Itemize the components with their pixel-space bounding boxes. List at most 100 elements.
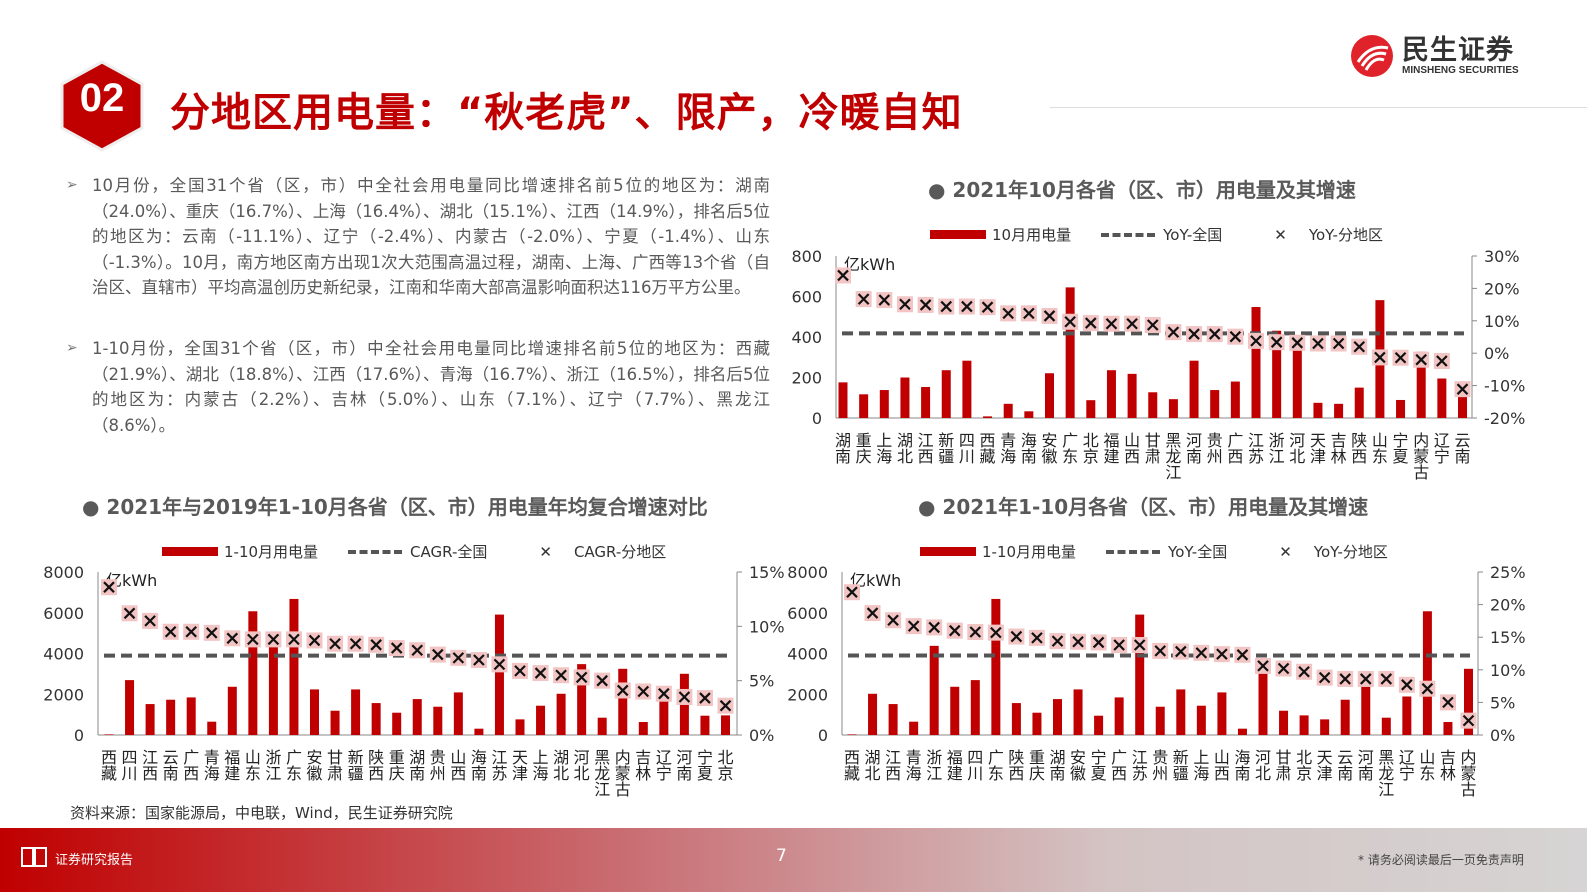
chart3-x-tick-label: 山: [1214, 748, 1230, 767]
chart2-y-tick-label: 4000: [43, 645, 84, 664]
chart2-marker: [555, 669, 567, 682]
chart2-bar: [700, 715, 710, 735]
chart1-bar: [1086, 400, 1096, 418]
chart2-marker: [205, 627, 218, 639]
chart1-marker: [1023, 307, 1035, 320]
chart1-marker: [981, 301, 994, 313]
chart1-bar: [1106, 370, 1116, 418]
chart3-bar: [1073, 689, 1083, 735]
chart3-x-tick-label: 安: [1070, 748, 1086, 767]
chart3-x-tick-label: 广: [988, 748, 1004, 767]
chart2-x-tick-label: 南: [471, 764, 487, 783]
chart3-marker: [1216, 648, 1228, 660]
chart2-bar: [392, 712, 402, 735]
chart2-marker: [534, 667, 547, 679]
chart1-bar: [1230, 381, 1240, 418]
chart2-x-tick-label: 海: [533, 764, 549, 783]
chart2-x-tick-label: 西: [183, 764, 199, 783]
chart2-x-tick-label: 建: [224, 764, 240, 783]
chart1-bar: [859, 394, 869, 418]
chart2-marker: [678, 691, 691, 703]
chart1-x-tick-label: 西: [1227, 447, 1243, 466]
chart1-x-tick-label: 宁: [1393, 431, 1409, 450]
chart1-x-tick-label: 贵: [1207, 431, 1223, 450]
chart3-bar: [1135, 614, 1145, 735]
chart3-x-tick-label: 龙: [1378, 764, 1394, 783]
chart3-bar: [1155, 706, 1165, 735]
chart2-bar: [638, 722, 648, 735]
chart2-marker: [411, 644, 424, 657]
chart2-x-tick-label: 西: [101, 748, 117, 767]
chart2-bar: [289, 598, 299, 735]
chart3-x-tick-label: 河: [1358, 748, 1374, 767]
chart3-bar: [1094, 715, 1104, 735]
chart3-x-tick-label: 疆: [1173, 764, 1189, 783]
chart2-marker: [493, 658, 506, 671]
chart3-x-tick-label: 浙: [926, 748, 942, 767]
page-number: 7: [776, 846, 787, 866]
chart2-marker: [288, 633, 300, 646]
chart1-bar: [1272, 330, 1282, 418]
chart1-x-tick-label: 湖: [835, 431, 851, 450]
chart2-x-tick-label: 河: [574, 748, 590, 767]
chart3-bar: [1279, 710, 1289, 735]
chart2-bar: [351, 689, 361, 735]
chart2-x-tick-label: 海: [471, 748, 487, 767]
chart1-x-tick-label: 津: [1310, 447, 1326, 466]
chart1-marker: [1332, 337, 1345, 350]
chart1-x-tick-label: 东: [1372, 447, 1388, 466]
legend-bar-swatch: [930, 230, 986, 239]
chart2-x-tick-label: 东: [286, 764, 302, 783]
chart3-bar: [868, 693, 878, 735]
chart1-x-tick-label: 北: [897, 447, 913, 466]
chart3-bar: [1196, 705, 1206, 735]
chart1-bar: [921, 387, 931, 418]
chart3-x-tick-label: 江: [885, 748, 901, 767]
chart2-x-tick-label: 贵: [430, 748, 446, 767]
chart3-x-tick-label: 福: [947, 748, 963, 767]
chart2-legend: 1-10月用电量 CAGR-全国 ✕ CAGR-分地区: [162, 541, 666, 562]
chart2-marker: [185, 625, 197, 638]
chart3-x-tick-label: 湖: [1049, 748, 1065, 767]
chart1-x-tick-label: 云: [1454, 431, 1470, 450]
chart1-bar: [962, 360, 972, 418]
chart3-marker: [1154, 645, 1167, 657]
chart1-marker: [1064, 315, 1076, 328]
chart2-unit-label: 亿kWh: [106, 571, 157, 590]
chart3-marker: [1462, 714, 1475, 727]
chart3-x-tick-label: 宁: [1399, 764, 1415, 783]
chart3-x-tick-label: 庆: [1029, 764, 1045, 783]
chart2-marker: [226, 632, 239, 645]
chart1-bar: [879, 390, 889, 418]
chart1-x-tick-label: 山: [1124, 431, 1140, 450]
chart2-x-tick-label: 江: [491, 748, 507, 767]
chart3-x-tick-label: 林: [1440, 764, 1456, 783]
chart2-x-tick-label: 北: [574, 764, 590, 783]
chart3-x-tick-label: 天: [1317, 748, 1333, 767]
chart3-bar: [1361, 673, 1371, 735]
chart2-marker: [575, 671, 588, 684]
legend-item: 1-10月用电量: [224, 543, 319, 561]
chart3-x-tick-label: 南: [1049, 764, 1065, 783]
chart1-x-tick-label: 西: [1351, 447, 1367, 466]
chart3-x-tick-label: 西: [844, 748, 860, 767]
chart1-x-tick-label: 吉: [1331, 431, 1347, 450]
chart2-marker: [473, 654, 485, 666]
chart3-y-tick-label: 8000: [787, 563, 828, 582]
chart1-marker: [878, 294, 891, 306]
chart2-x-tick-label: 重: [389, 748, 405, 767]
chart1-bar: [1189, 360, 1199, 418]
chart1-y-tick-label: 400: [791, 328, 822, 347]
chart1-bar: [1251, 307, 1261, 418]
chart1-marker: [899, 298, 911, 311]
chart2-marker: [267, 633, 280, 646]
chart2-x-tick-label: 吉: [635, 748, 651, 767]
chart2-bar: [207, 721, 217, 735]
chart2-marker: [596, 674, 608, 687]
chart1-x-tick-label: 广: [1062, 431, 1078, 450]
chart3-title: ● 2021年1-10月各省（区、市）用电量及其增速: [918, 495, 1369, 519]
chart1-y-tick-label: 200: [791, 369, 822, 388]
chart2-marker: [329, 637, 341, 650]
chart3-x-tick-label: 江: [1378, 780, 1394, 799]
